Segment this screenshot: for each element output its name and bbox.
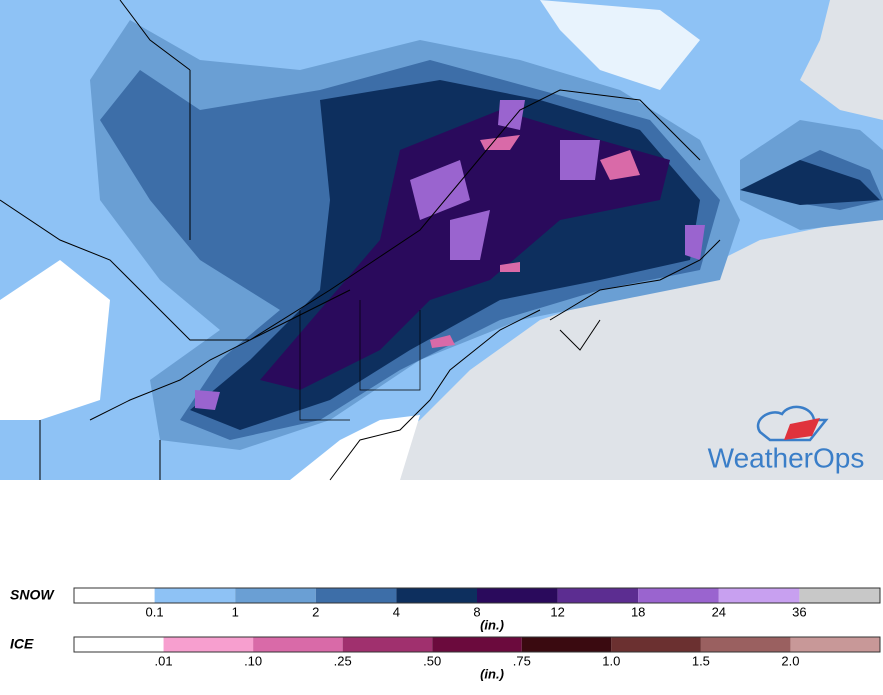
legend-swatch	[253, 637, 343, 652]
legend-label: .75	[513, 653, 531, 668]
legend-label: 1	[232, 604, 239, 619]
state-line	[299, 300, 421, 421]
map: WeatherOps	[0, 0, 883, 481]
border-line	[39, 0, 191, 480]
legend-label: .50	[423, 653, 441, 668]
legend-units: (in.)	[480, 666, 504, 681]
legend-swatch	[521, 637, 612, 652]
ocean	[800, 0, 883, 120]
legend-label: .01	[155, 653, 173, 668]
logo-text: WeatherOps	[708, 442, 865, 473]
legend-swatch	[163, 637, 254, 652]
legend-swatch	[235, 588, 316, 603]
legend-swatch	[718, 588, 800, 603]
legend-title: ICE	[10, 636, 34, 652]
legend-swatch	[799, 588, 880, 603]
logo: WeatherOps	[708, 405, 865, 473]
legend-swatch	[432, 637, 522, 652]
land-no-snow	[540, 0, 700, 90]
legend-swatch	[315, 588, 397, 603]
legend-label: 1.0	[602, 653, 620, 668]
snow-area	[740, 160, 880, 205]
legend-swatch	[638, 588, 719, 603]
legend-label: 18	[631, 604, 645, 619]
legend-swatch	[700, 637, 791, 652]
legend-units: (in.)	[480, 617, 504, 632]
legend-title: SNOW	[10, 587, 55, 603]
legend-label: 24	[712, 604, 726, 619]
legend-swatch	[154, 588, 236, 603]
legend-label: .25	[334, 653, 352, 668]
boundaries	[0, 0, 721, 481]
legend-swatch	[342, 637, 433, 652]
legend-swatch	[477, 588, 558, 603]
legend-swatch	[611, 637, 701, 652]
snow-area	[195, 100, 705, 410]
legend-label: 1.5	[692, 653, 710, 668]
legend-swatch	[74, 637, 164, 652]
legend-label: 8	[473, 604, 480, 619]
legend-swatch	[396, 588, 477, 603]
legend-label: .10	[244, 653, 262, 668]
land-no-snow	[290, 415, 420, 480]
land-no-snow	[0, 260, 110, 420]
border-line	[0, 89, 701, 341]
legend-label: 12	[550, 604, 564, 619]
legend-border	[73, 587, 881, 604]
legend-label: 0.1	[146, 604, 164, 619]
border-line	[89, 289, 351, 421]
legend-label: 2.0	[781, 653, 799, 668]
legend-swatch	[557, 588, 639, 603]
legend-label: 4	[393, 604, 400, 619]
legend-swatch	[790, 637, 880, 652]
legend-label: 36	[792, 604, 806, 619]
coast-line	[549, 239, 721, 351]
legend-swatch	[74, 588, 155, 603]
legend-label: 2	[312, 604, 319, 619]
logo-icon	[784, 418, 820, 440]
ocean	[330, 215, 883, 480]
coast-line	[329, 309, 541, 481]
legend-border	[73, 636, 881, 653]
ice-area	[430, 135, 640, 348]
